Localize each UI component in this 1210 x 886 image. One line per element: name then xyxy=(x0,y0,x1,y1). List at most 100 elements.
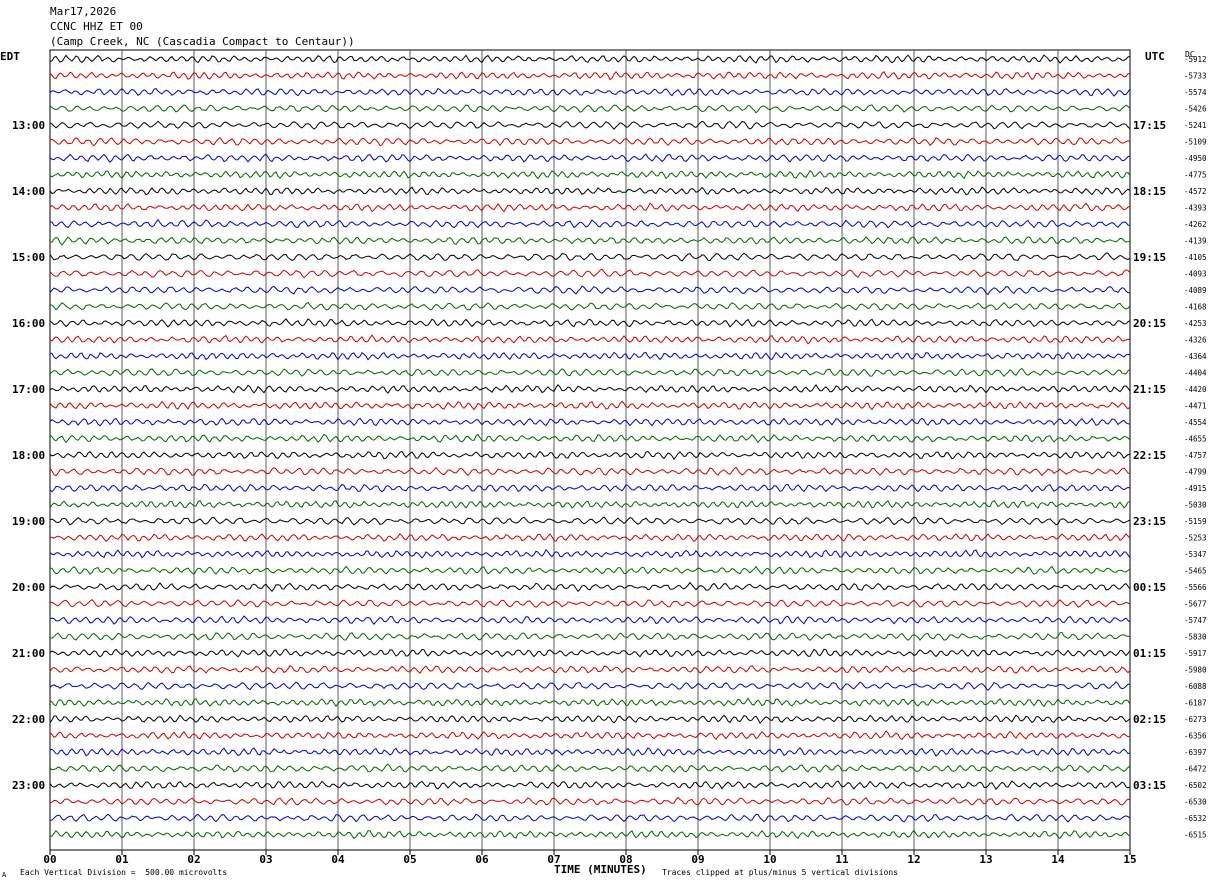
dc-offset-value: -5747 xyxy=(1184,616,1207,625)
left-timezone-label: EDT xyxy=(0,50,20,63)
seismic-trace xyxy=(49,780,1131,791)
dc-offset-value: -5159 xyxy=(1184,517,1207,526)
x-tick-label: 06 xyxy=(475,853,489,866)
left-hour-label: 19:00 xyxy=(12,515,45,528)
seismic-trace xyxy=(49,136,1131,147)
right-hour-label: 21:15 xyxy=(1133,383,1166,396)
dc-offset-value: -4572 xyxy=(1184,187,1207,196)
right-hour-label: 20:15 xyxy=(1133,317,1166,330)
dc-offset-value: -4393 xyxy=(1184,204,1207,213)
dc-offset-value: -5253 xyxy=(1184,534,1207,543)
dc-offset-value: -5733 xyxy=(1184,72,1207,81)
seismic-trace xyxy=(49,252,1131,262)
seismic-trace xyxy=(49,747,1131,757)
x-tick-label: 08 xyxy=(619,853,632,866)
right-hour-label: 01:15 xyxy=(1133,647,1166,660)
x-tick-label: 11 xyxy=(835,853,849,866)
dc-offset-value: -5574 xyxy=(1184,88,1207,97)
dc-offset-value: -5347 xyxy=(1184,550,1207,559)
dc-offset-value: -6472 xyxy=(1184,765,1207,774)
left-hour-label: 17:00 xyxy=(12,383,45,396)
dc-offset-value: -4775 xyxy=(1184,171,1207,180)
seismic-trace xyxy=(49,70,1131,81)
left-hour-label: 15:00 xyxy=(12,251,45,264)
dc-offset-value: -4089 xyxy=(1184,286,1207,295)
dc-offset-value: -4757 xyxy=(1184,451,1207,460)
dc-offset-value: -4655 xyxy=(1184,435,1207,444)
seismic-trace xyxy=(49,285,1131,296)
seismic-trace xyxy=(50,565,1131,576)
seismic-trace xyxy=(49,730,1131,741)
dc-offset-value: -6356 xyxy=(1184,732,1207,741)
seismic-trace xyxy=(49,268,1131,279)
dc-offset-value: -4093 xyxy=(1184,270,1207,279)
x-tick-label: 15 xyxy=(1123,853,1136,866)
seismic-trace xyxy=(49,334,1131,345)
right-hour-label: 00:15 xyxy=(1133,581,1166,594)
right-timezone-label: UTC xyxy=(1145,50,1165,63)
dc-offset-value: -6515 xyxy=(1184,831,1207,840)
dc-offset-value: -6088 xyxy=(1184,682,1207,691)
x-tick-label: 13 xyxy=(979,853,992,866)
right-hour-label: 22:15 xyxy=(1133,449,1166,462)
dc-offset-value: -6502 xyxy=(1184,781,1207,790)
seismic-trace xyxy=(49,499,1131,509)
right-hour-label: 23:15 xyxy=(1133,515,1166,528)
seismic-trace xyxy=(49,54,1131,64)
seismic-trace xyxy=(50,829,1131,840)
seismic-trace xyxy=(50,598,1131,608)
seismic-trace xyxy=(49,548,1131,559)
right-hour-label: 02:15 xyxy=(1133,713,1166,726)
dc-offset-value: -5241 xyxy=(1184,121,1207,130)
dc-offset-value: -5980 xyxy=(1184,666,1207,675)
dc-offset-value: -4105 xyxy=(1184,253,1207,262)
seismic-trace xyxy=(49,714,1131,724)
dc-offset-value: -4139 xyxy=(1184,237,1207,246)
dc-offset-value: -4950 xyxy=(1184,154,1207,163)
seismic-trace xyxy=(49,450,1131,461)
x-tick-label: 04 xyxy=(331,853,345,866)
dc-offset-value: -4262 xyxy=(1184,220,1207,229)
dc-offset-value: -5426 xyxy=(1184,105,1207,114)
seismic-trace xyxy=(49,87,1131,97)
seismic-trace xyxy=(49,417,1131,427)
seismic-trace xyxy=(49,367,1131,378)
station-location: (Camp Creek, NC (Cascadia Compact to Cen… xyxy=(50,35,355,48)
left-hour-label: 23:00 xyxy=(12,779,45,792)
dc-offset-value: -5677 xyxy=(1184,600,1207,609)
seismic-trace xyxy=(49,169,1131,180)
seismic-trace xyxy=(49,466,1131,477)
seismic-trace xyxy=(49,400,1131,411)
seismic-trace xyxy=(49,516,1131,526)
plot-frame xyxy=(49,49,1131,851)
seismic-trace xyxy=(49,697,1131,708)
seismic-trace xyxy=(49,104,1131,114)
seismic-trace xyxy=(49,664,1131,674)
left-hour-label: 16:00 xyxy=(12,317,45,330)
dc-offset-value: -5830 xyxy=(1184,633,1207,642)
seismic-trace xyxy=(49,120,1131,130)
seismic-trace xyxy=(49,153,1131,163)
station-code: CCNC HHZ ET 00 xyxy=(50,20,143,33)
left-hour-label: 14:00 xyxy=(12,185,45,198)
dc-offset-value: -6397 xyxy=(1184,748,1207,757)
seismic-trace xyxy=(49,631,1131,641)
x-tick-label: 01 xyxy=(115,853,129,866)
x-tick-label: 12 xyxy=(907,853,920,866)
seismic-trace xyxy=(49,186,1131,196)
x-tick-label: 07 xyxy=(547,853,560,866)
clipping-note: Traces clipped at plus/minus 5 vertical … xyxy=(662,868,899,877)
dc-offset-value: -4420 xyxy=(1184,385,1207,394)
dc-offset-value: -4326 xyxy=(1184,336,1207,345)
dc-offset-value: -6532 xyxy=(1184,814,1207,823)
x-tick-label: 10 xyxy=(763,853,776,866)
seismic-trace xyxy=(49,384,1131,394)
dc-offset-value: -4799 xyxy=(1184,468,1207,477)
seismic-trace xyxy=(49,301,1131,311)
dc-offset-value: -4554 xyxy=(1184,418,1207,427)
seismic-trace xyxy=(49,648,1131,658)
seismic-trace xyxy=(49,318,1131,328)
left-hour-label: 18:00 xyxy=(12,449,45,462)
x-tick-label: 02 xyxy=(187,853,200,866)
